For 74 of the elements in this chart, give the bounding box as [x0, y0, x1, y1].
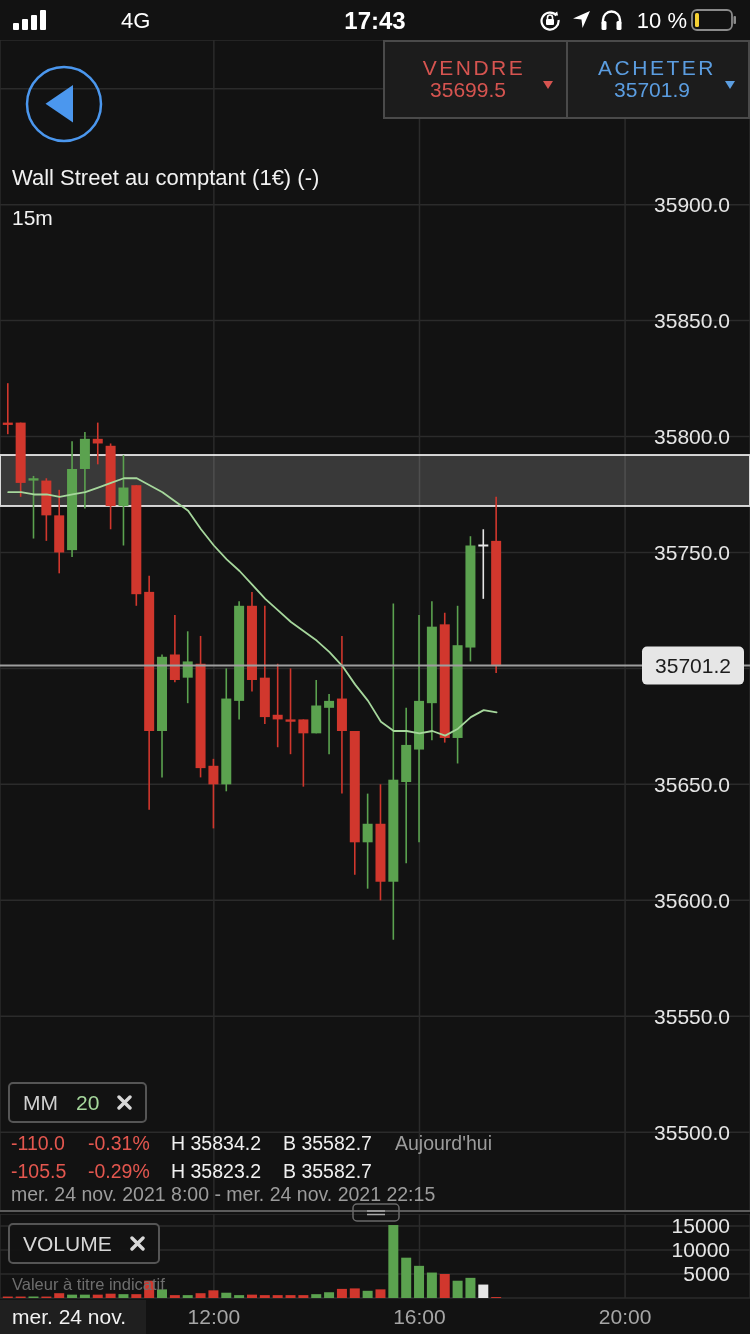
candlestick — [182, 630, 193, 704]
bar — [182, 1295, 193, 1298]
bar — [221, 1292, 232, 1298]
annotation: mer. 24 nov. 2021 8:00 - mer. 24 nov. 2021 22:15 — [11, 1182, 436, 1206]
bar — [118, 1294, 129, 1298]
y-tick-label: 15000 — [671, 1214, 730, 1238]
annotation: H 35834.2 — [171, 1131, 261, 1155]
candlestick — [285, 667, 296, 755]
annotation: B 35582.7 — [283, 1159, 372, 1183]
bar — [285, 1295, 296, 1298]
bar — [362, 1290, 373, 1298]
line-series — [7, 477, 498, 737]
candlestick — [478, 528, 489, 600]
y-tick-label: 35500.0 — [654, 1120, 730, 1144]
annotation: H 35823.2 — [171, 1159, 261, 1183]
annotation: Valeur à titre indicatif — [12, 1274, 165, 1294]
bar — [336, 1288, 347, 1298]
title-chip: VOLUME — [8, 1223, 160, 1264]
y-tick-label: 35850.0 — [654, 309, 730, 333]
annotation: -0.31% — [88, 1131, 150, 1155]
legend-title: MM — [23, 1090, 58, 1115]
bar — [105, 1293, 116, 1298]
bar — [439, 1274, 450, 1298]
candlestick — [298, 718, 309, 788]
text: 17:43 — [344, 7, 406, 35]
bar — [208, 1290, 219, 1298]
text: 10 % — [636, 8, 687, 34]
x-tick-label: 20:00 — [598, 1304, 652, 1328]
y-tick-label: 35800.0 — [654, 424, 730, 448]
text: 4G — [121, 8, 151, 34]
candlestick — [28, 475, 39, 540]
candlestick — [324, 693, 335, 755]
bar — [414, 1265, 425, 1298]
y-tick-label: 35750.0 — [654, 540, 730, 564]
candlestick — [118, 454, 129, 547]
legend-chip: MM 20 — [8, 1082, 148, 1123]
ref-line-label: 35701.2 — [655, 654, 731, 678]
y-tick-label: 10000 — [671, 1238, 730, 1262]
y-tick-label: 35650.0 — [654, 772, 730, 796]
bar — [157, 1289, 168, 1298]
text: 15m — [12, 205, 53, 231]
annotation: B 35582.7 — [283, 1131, 372, 1155]
bar — [311, 1294, 322, 1298]
bar — [195, 1293, 206, 1298]
bar — [298, 1295, 309, 1298]
y-tick-label: 5000 — [683, 1262, 730, 1286]
bar — [465, 1277, 476, 1298]
y-tick-label: 35550.0 — [654, 1004, 730, 1028]
bar — [324, 1292, 335, 1298]
bar — [54, 1293, 65, 1298]
annotation: -105.5 — [11, 1159, 67, 1183]
text: Wall Street au comptant (1€) (-) — [12, 165, 320, 191]
bar — [452, 1280, 463, 1298]
bar — [375, 1289, 386, 1298]
bar — [131, 1294, 142, 1298]
candlestick — [208, 758, 219, 830]
annotation: -110.0 — [11, 1131, 65, 1155]
x-tick-label: 16:00 — [393, 1304, 446, 1328]
bar — [478, 1284, 489, 1298]
annotation: Aujourd'hui — [395, 1131, 492, 1155]
text: mer. 24 nov. — [12, 1304, 127, 1330]
bar — [401, 1257, 412, 1298]
y-tick-label: 35900.0 — [654, 193, 730, 217]
y-tick-label: 35600.0 — [654, 888, 730, 912]
bar — [169, 1295, 180, 1298]
candlestick — [362, 792, 373, 890]
bar — [349, 1288, 360, 1298]
x-tick-label: 12:00 — [187, 1304, 241, 1328]
bar — [272, 1295, 283, 1298]
bar — [234, 1295, 245, 1298]
bar — [388, 1225, 399, 1298]
bar — [259, 1295, 270, 1298]
bar — [426, 1272, 437, 1298]
annotation: -0.29% — [88, 1159, 150, 1183]
